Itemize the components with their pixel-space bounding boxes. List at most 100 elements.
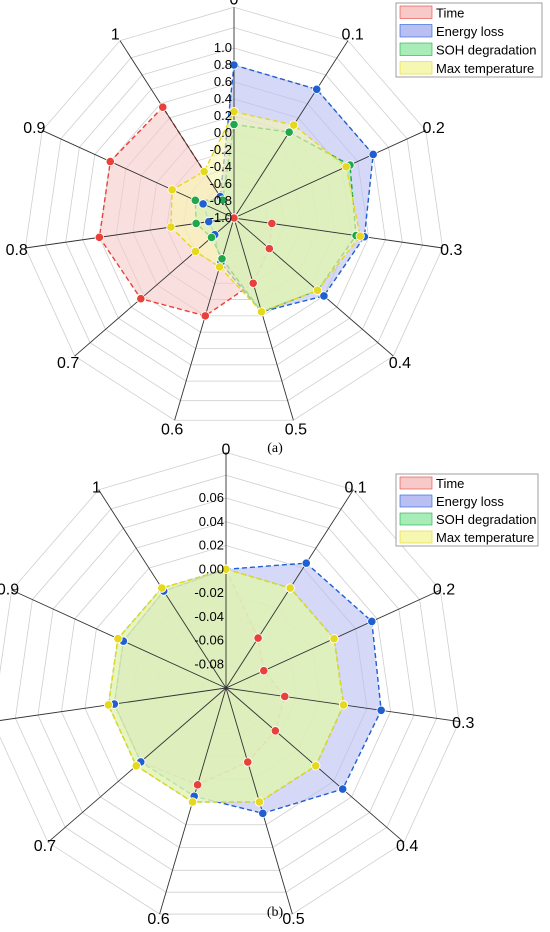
data-point-energy-loss xyxy=(312,84,322,94)
category-label: 0.4 xyxy=(396,838,418,855)
legend-swatch xyxy=(399,24,433,38)
category-label: 0.2 xyxy=(423,120,445,137)
category-label: 1 xyxy=(92,479,101,496)
radial-tick-label: -0.04 xyxy=(194,609,224,624)
radial-tick-label: -0.2 xyxy=(210,142,232,157)
data-point-energy-loss xyxy=(319,291,329,301)
data-point-max-temperature xyxy=(157,583,167,593)
radar-panel-2: 0.06 0.04 0.02 0.00 -0.02 -0.04 -0.06 -0.08 0 0.1… xyxy=(0,441,539,928)
grid-ring xyxy=(24,6,444,421)
data-point-soh-degradation xyxy=(191,218,201,229)
data-point-energy-loss xyxy=(229,60,239,70)
spoke xyxy=(233,217,294,421)
data-point-time xyxy=(136,294,146,304)
data-point-soh-degradation xyxy=(190,195,200,205)
data-point-max-temperature xyxy=(229,107,239,117)
data-point-max-temperature xyxy=(256,307,267,317)
data-point-time xyxy=(158,102,168,112)
legend-swatch xyxy=(399,42,433,56)
data-point-time xyxy=(243,757,253,767)
radar-panel-1: 1.0 0.8 0.6 0.4 0.2 0.0 -0.2 -0.4 -0.6 -0.8 -1.0 0 0… xyxy=(6,0,543,456)
data-point-max-temperature xyxy=(103,700,114,710)
radial-tick-label: -0.8 xyxy=(210,193,232,208)
category-label: 0.1 xyxy=(344,479,366,496)
data-point-max-temperature xyxy=(355,231,365,241)
category-label: 0 xyxy=(222,441,231,458)
spoke xyxy=(74,217,235,357)
data-point-energy-loss xyxy=(258,808,268,818)
legend: Time Energy loss SOH degradation Max temper… xyxy=(395,473,539,547)
legend-entry: Energy loss xyxy=(436,24,504,39)
category-label: 0.1 xyxy=(342,26,364,43)
grid-ring xyxy=(82,64,386,366)
radial-tick-label: 0.00 xyxy=(199,561,224,576)
data-point-max-temperature xyxy=(190,246,201,256)
radial-tick-label: 0.6 xyxy=(214,74,232,89)
data-point-time xyxy=(264,244,274,254)
spoke xyxy=(233,217,394,357)
data-point-energy-loss xyxy=(376,705,386,715)
data-point-time xyxy=(94,232,104,242)
data-point-soh-degradation xyxy=(284,127,294,137)
legend-swatch xyxy=(399,494,433,508)
radial-tick-label: -0.4 xyxy=(210,159,232,174)
data-point-max-temperature xyxy=(312,285,323,295)
category-label: 0.9 xyxy=(0,581,19,598)
data-point-max-temperature xyxy=(167,185,177,195)
category-label: 0.5 xyxy=(285,422,307,439)
data-point-max-temperature xyxy=(289,120,299,130)
radial-tick-label: 0.2 xyxy=(214,108,232,123)
category-label: 0.7 xyxy=(57,355,79,372)
category-label: 0.9 xyxy=(23,120,45,137)
legend: Time Energy loss SOH degradation Max temper… xyxy=(395,2,543,78)
data-point-energy-loss xyxy=(338,784,348,794)
grid-ring xyxy=(37,497,415,871)
category-label: 0.6 xyxy=(161,422,183,439)
grid-ring xyxy=(0,451,460,915)
radial-tick-label: -0.06 xyxy=(194,633,224,648)
data-point-time xyxy=(229,213,239,223)
data-point-time xyxy=(200,311,210,321)
data-point-time xyxy=(105,156,115,167)
grid-ring xyxy=(65,47,403,382)
radial-tick-label: 0.02 xyxy=(199,538,224,553)
grid-ring xyxy=(61,521,391,848)
data-point-soh-degradation xyxy=(217,254,227,264)
data-point-max-temperature xyxy=(113,634,123,644)
data-point-soh-degradation xyxy=(206,232,217,243)
data-point-time xyxy=(248,278,258,288)
radial-tick-label: 0.4 xyxy=(214,91,232,106)
category-label: 0.5 xyxy=(282,911,304,928)
radial-tick-label: -1.0 xyxy=(210,210,232,225)
legend-swatch xyxy=(399,530,433,544)
category-label: 0.6 xyxy=(147,911,169,928)
data-point-max-temperature xyxy=(338,700,349,710)
data-point-max-temperature xyxy=(221,564,231,574)
data-point-max-temperature xyxy=(341,162,351,172)
legend-swatch xyxy=(399,512,433,526)
category-label: 0.7 xyxy=(34,838,56,855)
spoke xyxy=(119,40,235,219)
data-point-max-temperature xyxy=(311,761,321,771)
category-label: 0.3 xyxy=(440,242,462,259)
category-label: 0.4 xyxy=(389,355,411,372)
data-point-max-temperature xyxy=(329,634,339,644)
radial-tick-label: 0.0 xyxy=(214,125,232,140)
spoke xyxy=(233,130,426,219)
category-label: 1 xyxy=(111,26,120,43)
data-point-max-temperature xyxy=(285,583,295,593)
data-point-max-temperature xyxy=(199,166,209,177)
radial-tick-label: -0.6 xyxy=(210,176,232,191)
data-point-max-temperature xyxy=(187,797,198,807)
data-point-max-temperature xyxy=(166,222,176,232)
radial-tick-label: 0.04 xyxy=(199,514,224,529)
grid-ring xyxy=(45,27,423,402)
data-point-energy-loss xyxy=(367,616,377,627)
data-point-energy-loss xyxy=(301,558,311,568)
category-label: 0.8 xyxy=(6,242,28,259)
radial-tick-label: 0.06 xyxy=(199,490,224,505)
grid-ring xyxy=(14,474,438,893)
legend-entry: SOH degradation xyxy=(436,42,536,57)
data-point-time xyxy=(267,218,277,229)
